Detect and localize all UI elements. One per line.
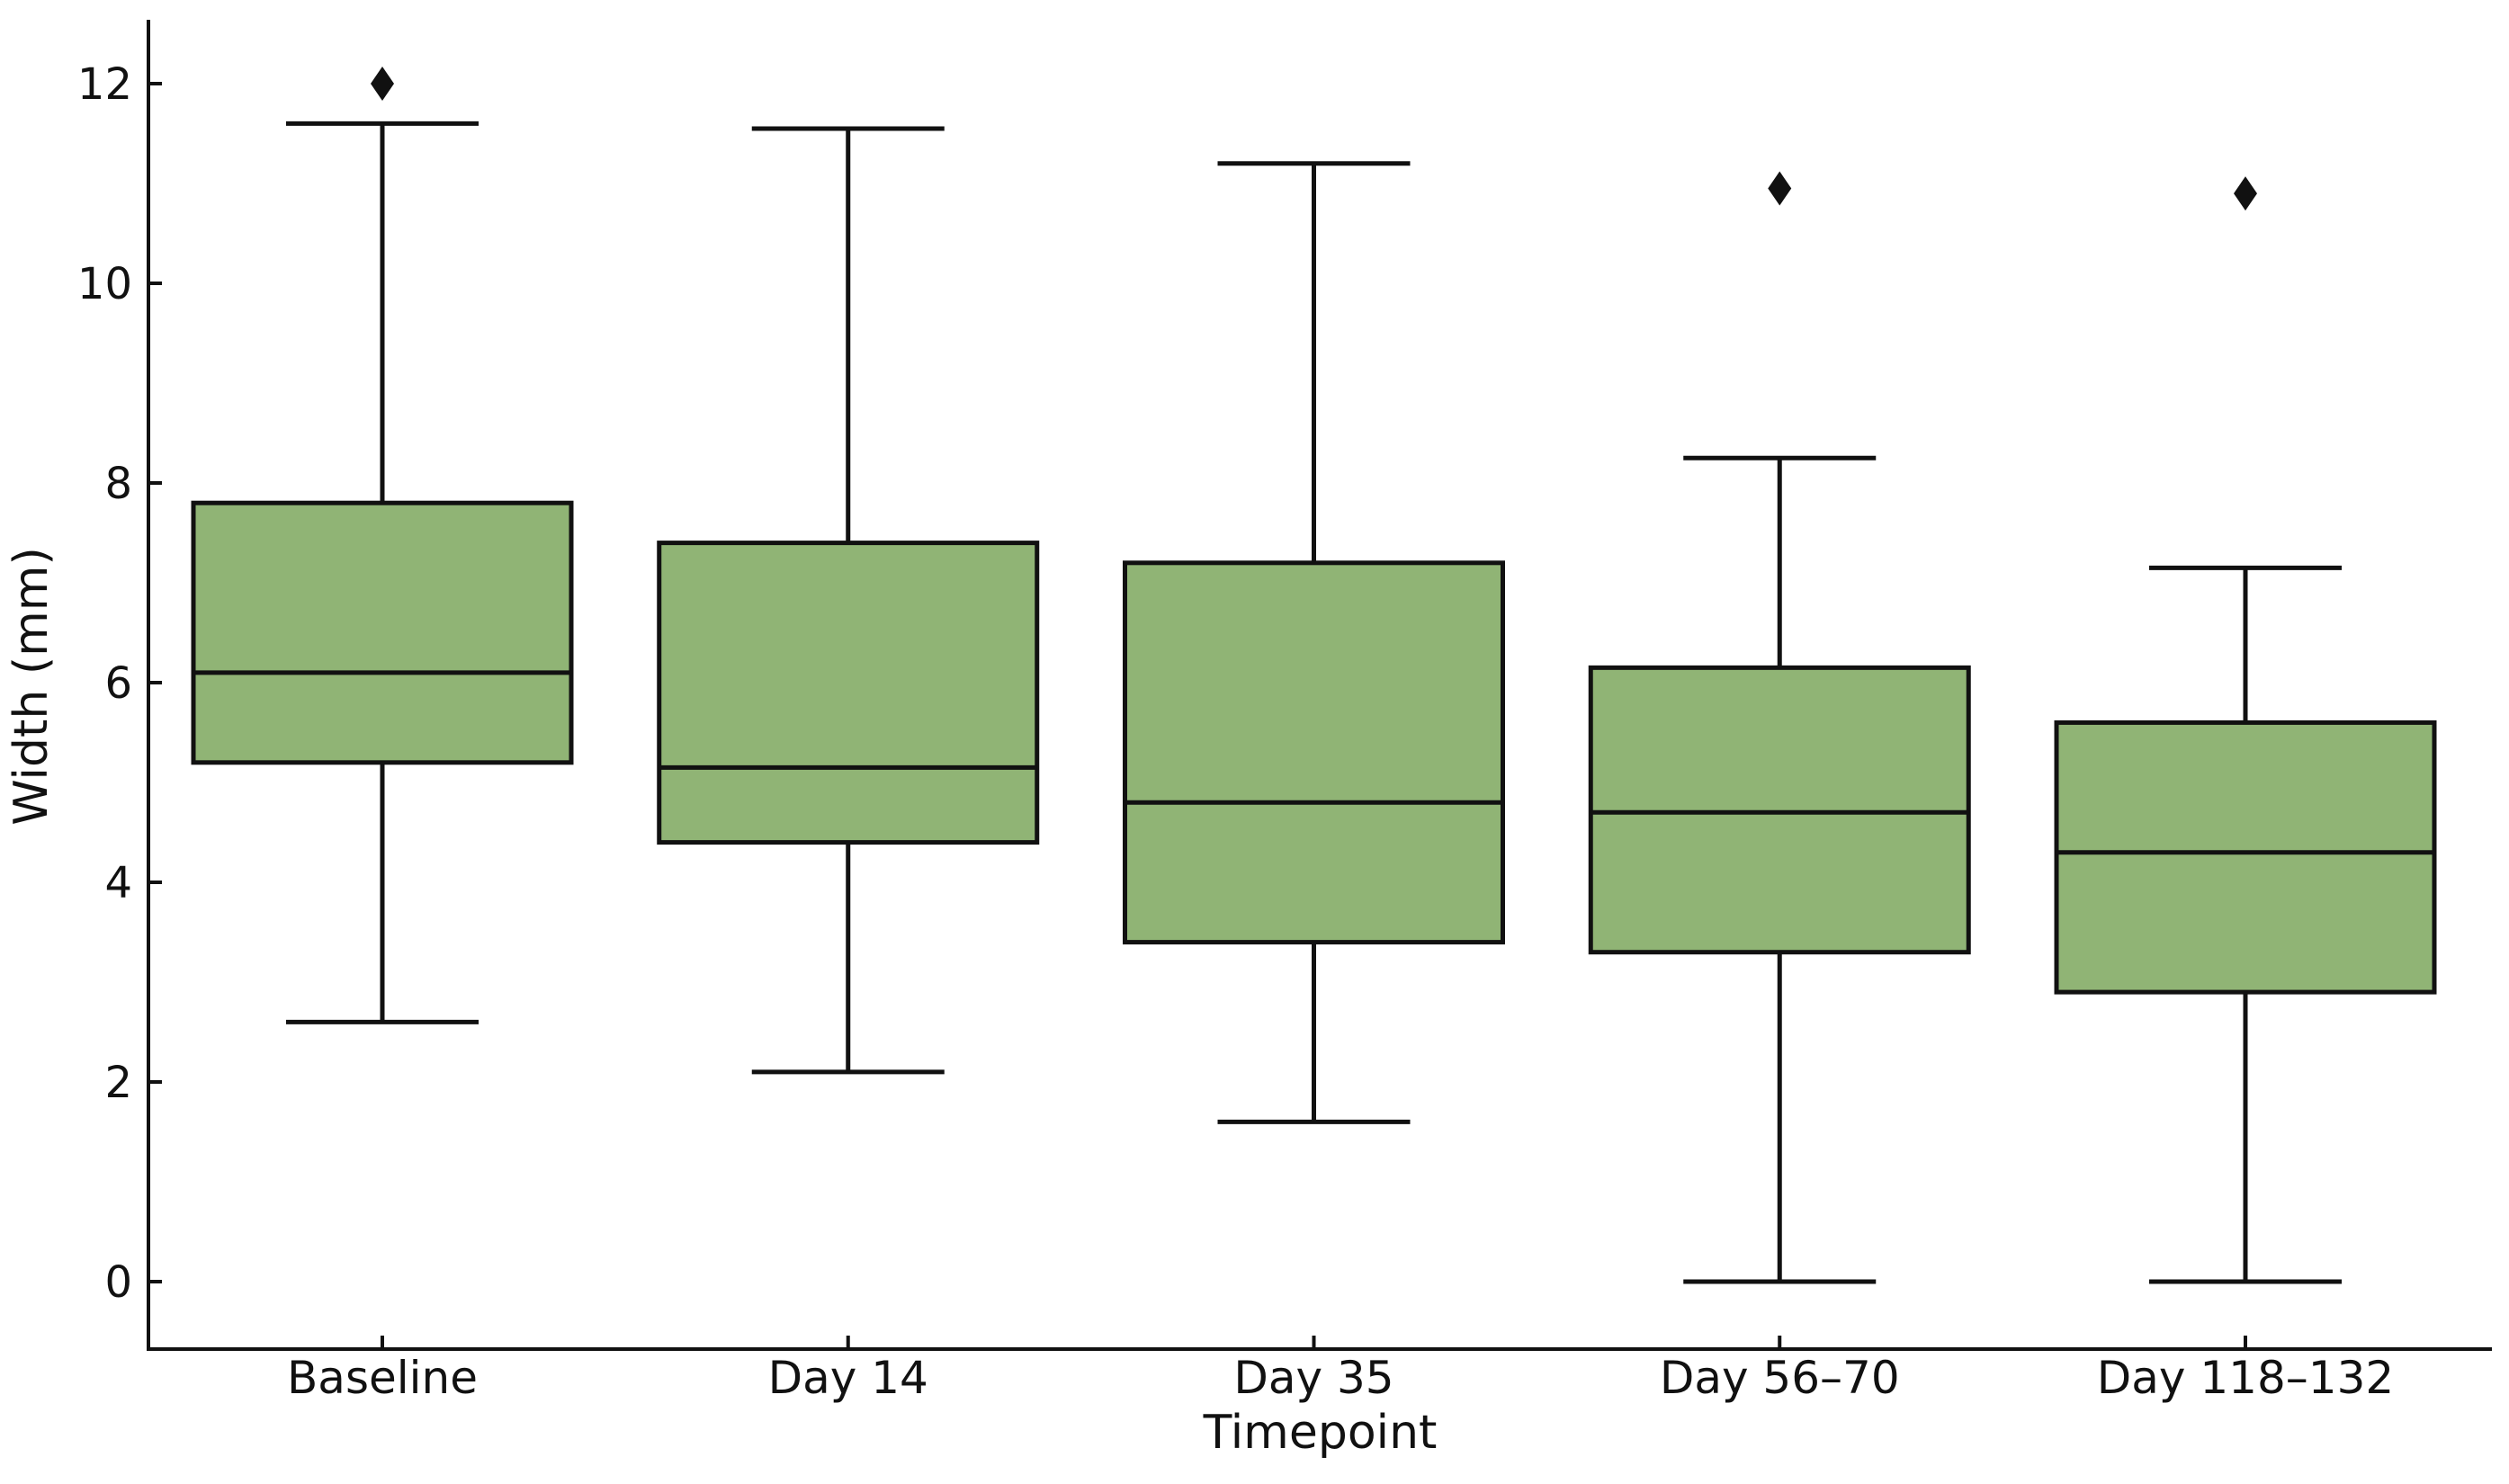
x-axis-title: Timepoint <box>1203 1406 1438 1460</box>
x-tick-label: Day 56–70 <box>1660 1352 1900 1404</box>
y-tick-label: 12 <box>77 59 132 110</box>
y-tick-label: 10 <box>77 259 132 309</box>
outlier-diamond <box>1768 171 1792 206</box>
y-tick-label: 8 <box>104 459 132 509</box>
iqr-box <box>2054 720 2437 995</box>
iqr-box <box>657 541 1040 845</box>
x-tick-label: Day 118–132 <box>2097 1352 2395 1404</box>
outlier-diamond <box>371 67 394 101</box>
iqr-box <box>1588 665 1971 955</box>
outlier-diamond <box>2234 176 2257 211</box>
x-tick-label: Day 35 <box>1233 1352 1393 1404</box>
y-tick-label: 2 <box>104 1058 132 1108</box>
y-axis-title: Width (mm) <box>4 547 58 826</box>
iqr-box <box>191 500 574 765</box>
y-tick-label: 0 <box>104 1257 132 1308</box>
iqr-box <box>1123 560 1505 945</box>
y-tick-label: 4 <box>104 858 132 908</box>
x-tick-label: Baseline <box>287 1352 478 1404</box>
x-tick-label: Day 14 <box>768 1352 928 1404</box>
y-tick-label: 6 <box>104 658 132 709</box>
